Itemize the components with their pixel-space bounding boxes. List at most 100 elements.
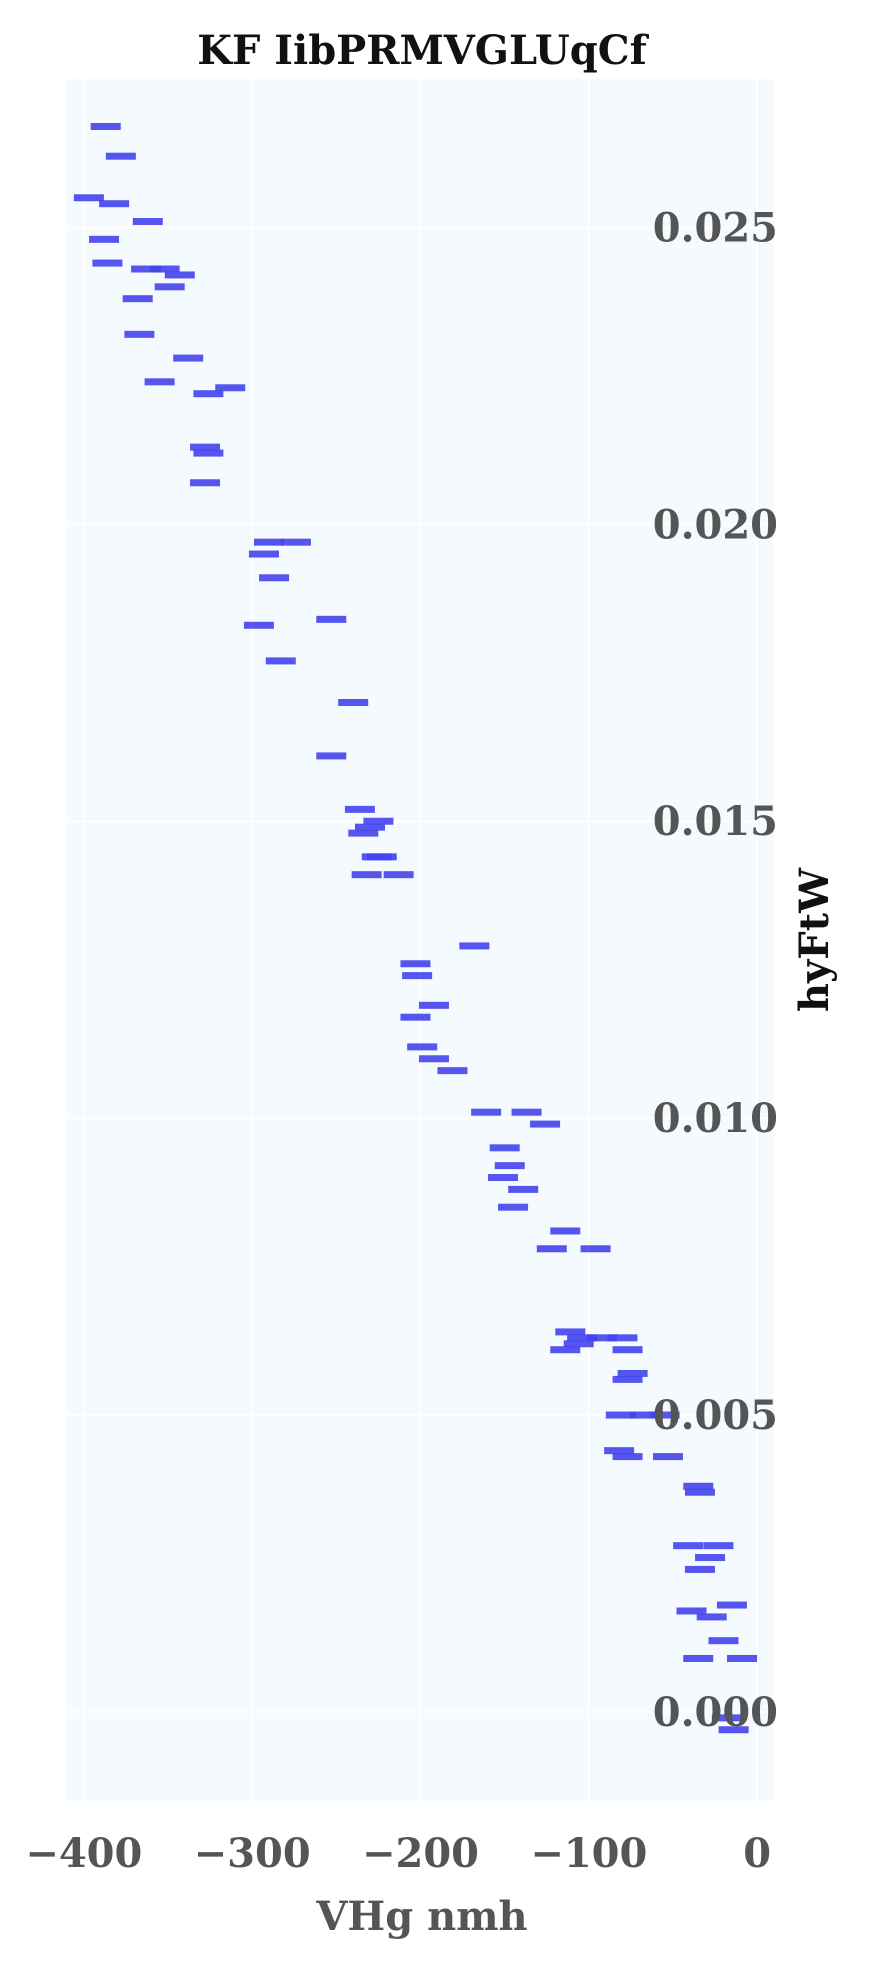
data-point (164, 271, 195, 279)
data-point (536, 1245, 567, 1253)
data-point (144, 378, 175, 386)
data-point (124, 330, 155, 338)
data-point (684, 1565, 715, 1573)
data-point (604, 1447, 635, 1455)
data-point (193, 449, 224, 457)
data-point (105, 152, 136, 160)
data-point (696, 1613, 727, 1621)
x-tick-label: −200 (362, 1830, 479, 1877)
data-point (695, 1554, 726, 1562)
data-point (132, 218, 163, 226)
y-tick-label: 0.005 (653, 1392, 778, 1439)
data-point (612, 1453, 643, 1461)
data-point (400, 1013, 431, 1021)
data-point (487, 1174, 518, 1182)
data-point (149, 265, 180, 273)
data-point (550, 1227, 581, 1235)
data-point (173, 354, 204, 362)
data-point (248, 550, 279, 558)
data-point (652, 1453, 683, 1461)
data-point (366, 853, 397, 861)
data-point (617, 1369, 648, 1377)
data-point (612, 1346, 643, 1354)
y-tick-label: 0.020 (653, 501, 778, 548)
data-point (348, 829, 379, 837)
data-point (563, 1340, 594, 1348)
x-tick-label: −100 (530, 1830, 647, 1877)
data-point (90, 123, 121, 131)
data-point (89, 235, 120, 243)
grid (67, 79, 774, 1801)
data-point (92, 259, 123, 267)
y-tick-label: 0.015 (653, 798, 778, 845)
data-point (612, 1375, 643, 1383)
data-point (265, 657, 296, 665)
data-point (607, 1334, 638, 1342)
data-point (459, 942, 490, 950)
data-point (703, 1542, 734, 1550)
data-point (511, 1108, 542, 1116)
data-point (718, 1726, 749, 1734)
data-point (154, 283, 185, 291)
y-tick-label: 0.025 (653, 204, 778, 251)
data-point (190, 479, 221, 487)
x-tick-label: −300 (194, 1830, 311, 1877)
data-points (73, 123, 758, 1734)
x-axis-ticks: −400 −300 −200 −100 0 (25, 1830, 771, 1877)
data-point (259, 574, 290, 582)
data-point (716, 1601, 747, 1609)
data-point (684, 1488, 715, 1496)
data-point (727, 1654, 758, 1662)
y-axis-label: hyFtW (791, 867, 838, 1012)
y-axis-ticks: 0.000 0.005 0.010 0.015 0.020 0.025 (653, 204, 778, 1735)
data-point (407, 1043, 438, 1051)
data-point (338, 698, 369, 706)
chart-title: KF IibPRMVGLUqCf (197, 27, 649, 74)
x-tick-label: 0 (743, 1830, 771, 1877)
data-point (555, 1328, 586, 1336)
data-point (355, 823, 385, 831)
data-point (402, 972, 433, 980)
data-point (587, 1334, 618, 1342)
data-point (567, 1334, 598, 1342)
y-tick-label: 0.010 (653, 1095, 778, 1142)
data-point (316, 752, 347, 760)
data-point (530, 1120, 561, 1128)
data-point (683, 1482, 714, 1490)
data-point (254, 538, 284, 546)
x-tick-label: −400 (25, 1830, 142, 1877)
data-point (99, 200, 130, 208)
data-point (280, 538, 311, 546)
data-point (494, 1162, 525, 1170)
data-point (73, 194, 104, 202)
data-point (471, 1108, 502, 1116)
data-point (489, 1144, 520, 1152)
data-point (122, 295, 153, 303)
data-point (708, 1637, 739, 1645)
data-point (649, 1411, 680, 1419)
data-point (673, 1542, 704, 1550)
x-axis-label: VHg nmh (315, 1893, 527, 1940)
data-point (580, 1245, 611, 1253)
data-point (193, 390, 224, 398)
data-point (676, 1607, 707, 1615)
data-point (344, 805, 375, 813)
y-tick-label: 0.000 (653, 1689, 778, 1736)
data-point (437, 1067, 468, 1075)
data-point (215, 384, 246, 392)
data-point (351, 871, 382, 879)
data-point (711, 1714, 742, 1722)
data-point (498, 1203, 529, 1211)
data-point (508, 1185, 539, 1193)
data-point (418, 1055, 449, 1063)
data-point (400, 960, 431, 968)
data-point (383, 871, 414, 879)
data-point (190, 443, 221, 451)
data-point (243, 621, 274, 629)
data-point (683, 1654, 714, 1662)
data-point (316, 615, 347, 623)
data-point (605, 1411, 636, 1419)
data-point (550, 1346, 581, 1354)
data-point (629, 1411, 660, 1419)
